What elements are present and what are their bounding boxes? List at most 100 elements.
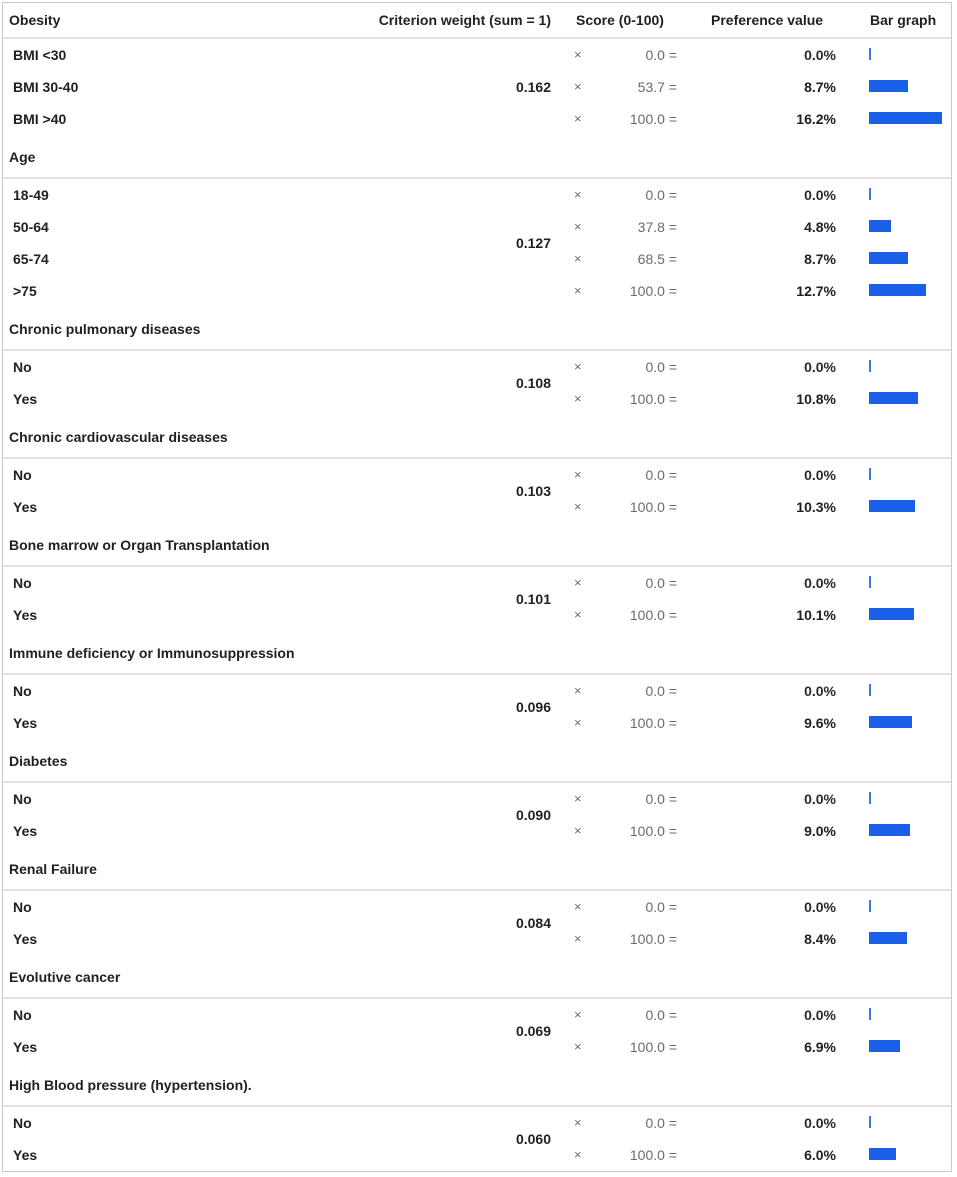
preference-bar [869, 284, 926, 296]
score-value: 37.8 = [637, 219, 677, 235]
score-value: 0.0 = [645, 1007, 677, 1023]
preference-bar [869, 1040, 900, 1052]
group-divider [3, 997, 951, 999]
preference-bar [869, 252, 908, 264]
preference-value: 9.6% [804, 715, 836, 731]
group-divider [3, 37, 951, 39]
preference-bar [869, 684, 871, 696]
multiply-sign: × [574, 1007, 582, 1022]
multiply-sign: × [574, 283, 582, 298]
preference-value: 0.0% [804, 791, 836, 807]
score-value: 100.0 = [629, 499, 677, 515]
score-value: 0.0 = [645, 899, 677, 915]
criterion-weight: 0.103 [515, 483, 551, 499]
preference-bar [869, 220, 891, 232]
preference-bar [869, 392, 918, 404]
option-label: No [13, 359, 32, 375]
preference-value: 0.0% [804, 187, 836, 203]
multiply-sign: × [574, 791, 582, 806]
table-row: 18-49 × 0.0 = 0.0% [3, 179, 951, 211]
multiply-sign: × [574, 391, 582, 406]
table-row: Yes × 100.0 = 8.4% [3, 923, 951, 955]
group-divider [3, 349, 951, 351]
multiply-sign: × [574, 931, 582, 946]
preference-value: 0.0% [804, 575, 836, 591]
table-row: Yes × 100.0 = 9.0% [3, 815, 951, 847]
table-row: BMI >40 × 100.0 = 16.2% [3, 103, 951, 135]
group-title: Age [9, 149, 36, 165]
option-label: No [13, 467, 32, 483]
option-label: No [13, 1115, 32, 1131]
option-label: No [13, 791, 32, 807]
table-row: Yes × 100.0 = 10.1% [3, 599, 951, 631]
preference-value: 0.0% [804, 47, 836, 63]
group-divider [3, 781, 951, 783]
preference-value: 10.3% [796, 499, 836, 515]
preference-bar [869, 716, 912, 728]
score-value: 0.0 = [645, 575, 677, 591]
table-row: No × 0.0 = 0.0% [3, 891, 951, 923]
preference-bar [869, 608, 914, 620]
group-title: Chronic cardiovascular diseases [9, 429, 228, 445]
score-value: 100.0 = [629, 283, 677, 299]
preference-value: 0.0% [804, 359, 836, 375]
table-row: BMI 30-40 × 53.7 = 8.7% [3, 71, 951, 103]
preference-bar [869, 576, 871, 588]
option-label: Yes [13, 1039, 38, 1055]
option-label: Yes [13, 499, 38, 515]
score-value: 0.0 = [645, 359, 677, 375]
multiply-sign: × [574, 219, 582, 234]
multiply-sign: × [574, 683, 582, 698]
preference-value: 0.0% [804, 467, 836, 483]
preference-value: 9.0% [804, 823, 836, 839]
table-row: No × 0.0 = 0.0% [3, 567, 951, 599]
score-value: 0.0 = [645, 683, 677, 699]
score-value: 100.0 = [629, 931, 677, 947]
score-value: 0.0 = [645, 187, 677, 203]
preference-value: 0.0% [804, 1115, 836, 1131]
preference-bar [869, 188, 871, 200]
multiply-sign: × [574, 467, 582, 482]
preference-value: 4.8% [804, 219, 836, 235]
score-value: 0.0 = [645, 47, 677, 63]
table-row: Yes × 100.0 = 10.8% [3, 383, 951, 415]
score-value: 100.0 = [629, 111, 677, 127]
table-row: No × 0.0 = 0.0% [3, 783, 951, 815]
criterion-weight: 0.108 [515, 375, 551, 391]
preference-value: 0.0% [804, 1007, 836, 1023]
criterion-weight: 0.101 [515, 591, 551, 607]
option-label: 50-64 [13, 219, 49, 235]
preference-bar [869, 360, 871, 372]
group-title-obesity: Obesity [9, 12, 61, 28]
preference-value: 6.0% [804, 1147, 836, 1163]
table-row: Yes × 100.0 = 6.0% [3, 1139, 951, 1171]
table-row: 65-74 × 68.5 = 8.7% [3, 243, 951, 275]
option-label: Yes [13, 607, 38, 623]
option-label: Yes [13, 1147, 38, 1163]
option-label: No [13, 575, 32, 591]
weight-column-header: Criterion weight (sum = 1) [378, 12, 551, 28]
multiply-sign: × [574, 715, 582, 730]
group-divider [3, 673, 951, 675]
preference-bar [869, 48, 871, 60]
score-value: 53.7 = [637, 79, 677, 95]
multiply-sign: × [574, 359, 582, 374]
table-row: No × 0.0 = 0.0% [3, 675, 951, 707]
multiply-sign: × [574, 823, 582, 838]
preference-bar [869, 1148, 896, 1160]
group-title: Chronic pulmonary diseases [9, 321, 201, 337]
preference-bar [869, 900, 871, 912]
option-label: BMI 30-40 [13, 79, 79, 95]
preference-value: 8.4% [804, 931, 836, 947]
bar-graph-column-header: Bar graph [870, 12, 937, 28]
group-title: High Blood pressure (hypertension). [9, 1077, 252, 1093]
table-row: >75 × 100.0 = 12.7% [3, 275, 951, 307]
score-value: 0.0 = [645, 467, 677, 483]
option-label: No [13, 899, 32, 915]
option-label: BMI <30 [13, 47, 67, 63]
group-title: Evolutive cancer [9, 969, 121, 985]
preference-bar [869, 1116, 871, 1128]
group-title: Diabetes [9, 753, 68, 769]
option-label: No [13, 1007, 32, 1023]
criterion-weight: 0.162 [515, 79, 551, 95]
